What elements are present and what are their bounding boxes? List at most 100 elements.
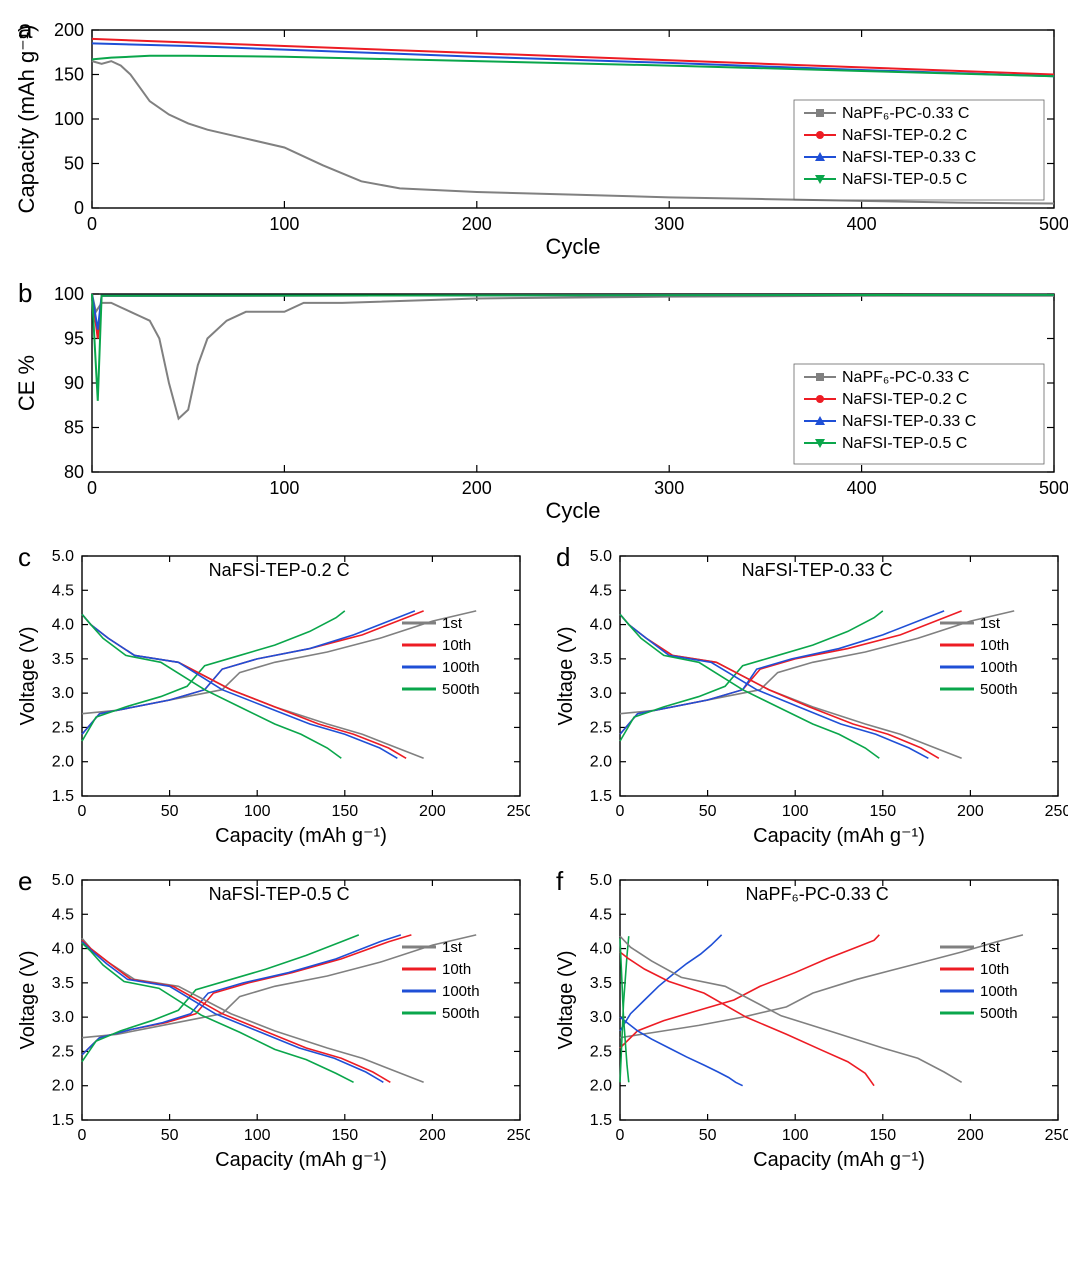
svg-text:4.0: 4.0: [52, 617, 74, 634]
svg-text:50: 50: [699, 803, 717, 820]
svg-text:1.5: 1.5: [52, 1112, 74, 1129]
svg-text:500th: 500th: [980, 681, 1018, 698]
svg-text:2.5: 2.5: [590, 1043, 612, 1060]
svg-text:4.5: 4.5: [52, 582, 74, 599]
svg-text:500: 500: [1039, 478, 1068, 498]
svg-text:10th: 10th: [980, 961, 1009, 978]
svg-text:1.5: 1.5: [590, 1112, 612, 1129]
panel-d-label: d: [556, 542, 570, 573]
svg-text:1.5: 1.5: [590, 788, 612, 805]
svg-text:150: 150: [54, 65, 84, 85]
svg-text:NaPF₆-PC-0.33 C: NaPF₆-PC-0.33 C: [842, 369, 969, 386]
svg-text:10th: 10th: [442, 961, 471, 978]
svg-text:150: 150: [331, 803, 358, 820]
svg-text:100: 100: [244, 803, 271, 820]
panel-e: e 0501001502002501.52.02.53.03.54.04.55.…: [12, 864, 530, 1174]
svg-text:NaFSI-TEP-0.2 C: NaFSI-TEP-0.2 C: [209, 560, 350, 580]
svg-text:Cycle: Cycle: [545, 498, 600, 523]
svg-text:NaFSI-TEP-0.2 C: NaFSI-TEP-0.2 C: [842, 127, 967, 144]
svg-text:2.0: 2.0: [590, 1078, 612, 1095]
svg-text:10th: 10th: [442, 637, 471, 654]
svg-text:500th: 500th: [980, 1005, 1018, 1022]
svg-text:3.0: 3.0: [590, 1009, 612, 1026]
svg-text:2.5: 2.5: [52, 1043, 74, 1060]
svg-text:3.0: 3.0: [590, 685, 612, 702]
svg-text:300: 300: [654, 214, 684, 234]
panel-b-label: b: [18, 278, 32, 309]
svg-text:NaFSI-TEP-0.2 C: NaFSI-TEP-0.2 C: [842, 391, 967, 408]
svg-text:1st: 1st: [442, 939, 463, 956]
svg-text:50: 50: [64, 154, 84, 174]
svg-text:100: 100: [54, 109, 84, 129]
svg-text:2.5: 2.5: [590, 719, 612, 736]
svg-text:5.0: 5.0: [590, 548, 612, 565]
svg-text:NaFSI-TEP-0.5 C: NaFSI-TEP-0.5 C: [209, 884, 350, 904]
svg-text:250: 250: [507, 1127, 530, 1144]
svg-text:500th: 500th: [442, 1005, 480, 1022]
panel-a-label: a: [18, 14, 32, 45]
svg-text:85: 85: [64, 418, 84, 438]
svg-text:100th: 100th: [442, 659, 480, 676]
svg-text:0: 0: [78, 803, 87, 820]
svg-text:0: 0: [74, 198, 84, 218]
figure-grid: a 0100200300400500050100150200CycleCapac…: [12, 12, 1068, 1174]
svg-text:50: 50: [161, 1127, 179, 1144]
svg-text:0: 0: [78, 1127, 87, 1144]
svg-text:1st: 1st: [980, 615, 1001, 632]
svg-text:Capacity (mAh g⁻¹): Capacity (mAh g⁻¹): [215, 825, 387, 847]
svg-text:NaFSI-TEP-0.5 C: NaFSI-TEP-0.5 C: [842, 171, 967, 188]
panel-c-label: c: [18, 542, 31, 573]
panel-e-label: e: [18, 866, 32, 897]
svg-text:1st: 1st: [442, 615, 463, 632]
svg-text:200: 200: [462, 214, 492, 234]
svg-text:150: 150: [869, 1127, 896, 1144]
svg-text:200: 200: [54, 20, 84, 40]
svg-text:3.5: 3.5: [52, 975, 74, 992]
svg-text:3.5: 3.5: [590, 651, 612, 668]
svg-text:NaPF₆-PC-0.33 C: NaPF₆-PC-0.33 C: [745, 884, 888, 904]
svg-text:200: 200: [957, 803, 984, 820]
svg-text:3.5: 3.5: [52, 651, 74, 668]
svg-text:0: 0: [87, 214, 97, 234]
svg-text:0: 0: [87, 478, 97, 498]
svg-text:250: 250: [1045, 1127, 1068, 1144]
svg-text:500: 500: [1039, 214, 1068, 234]
svg-text:50: 50: [699, 1127, 717, 1144]
panel-f: f 0501001502002501.52.02.53.03.54.04.55.…: [550, 864, 1068, 1174]
panel-b: b 010020030040050080859095100CycleCE %Na…: [12, 276, 1068, 526]
svg-text:100: 100: [54, 284, 84, 304]
svg-text:1.5: 1.5: [52, 788, 74, 805]
svg-text:150: 150: [869, 803, 896, 820]
panel-f-label: f: [556, 866, 563, 897]
svg-text:0: 0: [616, 803, 625, 820]
svg-text:500th: 500th: [442, 681, 480, 698]
svg-text:Cycle: Cycle: [545, 234, 600, 259]
svg-text:4.0: 4.0: [590, 617, 612, 634]
svg-text:4.0: 4.0: [52, 941, 74, 958]
panel-d: d 0501001502002501.52.02.53.03.54.04.55.…: [550, 540, 1068, 850]
svg-text:4.5: 4.5: [590, 906, 612, 923]
svg-text:100th: 100th: [980, 659, 1018, 676]
svg-text:95: 95: [64, 329, 84, 349]
svg-text:2.0: 2.0: [52, 754, 74, 771]
svg-text:Capacity (mAh g⁻¹): Capacity (mAh g⁻¹): [753, 1149, 925, 1171]
svg-text:4.5: 4.5: [590, 582, 612, 599]
svg-text:200: 200: [462, 478, 492, 498]
svg-text:NaFSI-TEP-0.33 C: NaFSI-TEP-0.33 C: [842, 149, 976, 166]
svg-text:150: 150: [331, 1127, 358, 1144]
svg-text:Capacity (mAh g⁻¹): Capacity (mAh g⁻¹): [753, 825, 925, 847]
svg-text:400: 400: [847, 478, 877, 498]
svg-text:100: 100: [782, 1127, 809, 1144]
svg-text:Voltage (V): Voltage (V): [17, 951, 39, 1050]
svg-text:0: 0: [616, 1127, 625, 1144]
svg-text:80: 80: [64, 462, 84, 482]
svg-text:3.5: 3.5: [590, 975, 612, 992]
svg-text:5.0: 5.0: [52, 872, 74, 889]
svg-text:5.0: 5.0: [590, 872, 612, 889]
svg-text:5.0: 5.0: [52, 548, 74, 565]
svg-text:CE %: CE %: [14, 355, 39, 411]
svg-text:4.0: 4.0: [590, 941, 612, 958]
svg-text:1st: 1st: [980, 939, 1001, 956]
svg-text:NaFSI-TEP-0.5 C: NaFSI-TEP-0.5 C: [842, 435, 967, 452]
svg-text:100th: 100th: [980, 983, 1018, 1000]
